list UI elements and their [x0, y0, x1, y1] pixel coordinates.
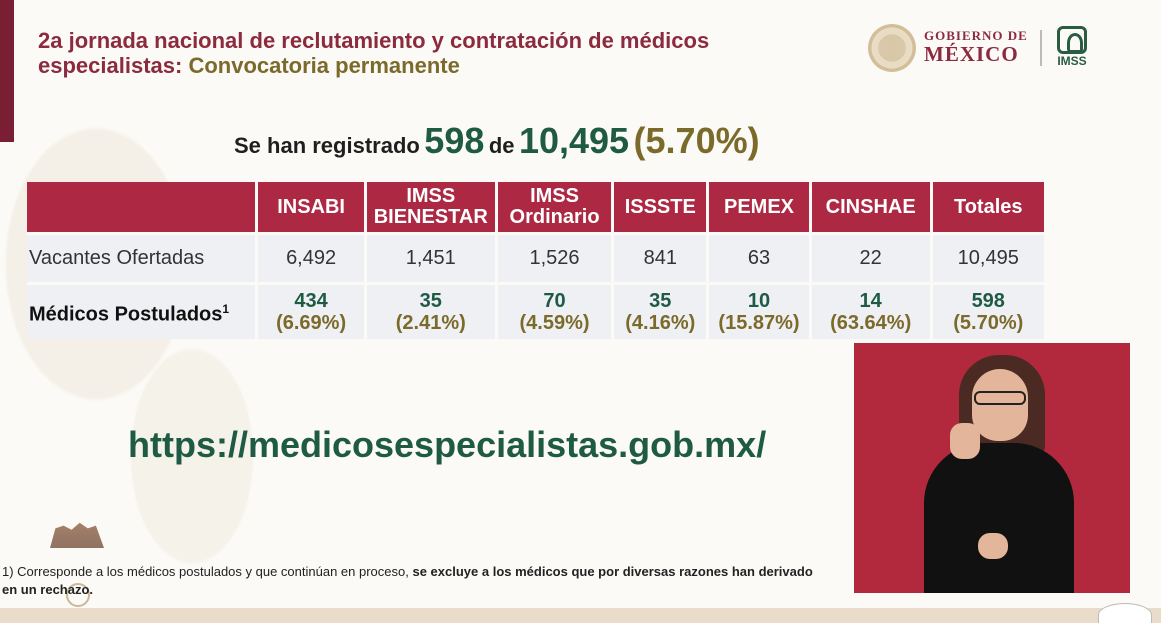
cell-percent: (6.69%): [276, 312, 347, 334]
cell-value: 14 (63.64%): [811, 285, 930, 339]
sign-language-interpreter-video: [854, 343, 1130, 593]
header-blank: [27, 182, 256, 232]
cell-value: 35 (4.16%): [614, 285, 707, 339]
cell-count: 35: [649, 290, 672, 312]
imss-logo-text: IMSS: [1057, 54, 1087, 68]
cell-count: 434: [294, 290, 328, 312]
footnote-normal: 1) Corresponde a los médicos postulados …: [2, 564, 413, 579]
summary-of: de: [488, 133, 515, 158]
national-seal-icon: [868, 24, 916, 72]
hand-icon: [978, 533, 1008, 559]
cell-value: 6,492: [258, 232, 364, 285]
interpreter-body: [924, 443, 1074, 593]
title-line1: 2a jornada nacional de reclutamiento y c…: [38, 28, 710, 53]
header-imss-ordinario: IMSS Ordinario: [497, 182, 612, 232]
cell-count: 14: [859, 290, 882, 312]
summary-total: 10,495: [518, 120, 630, 161]
cell-percent: (4.59%): [519, 312, 590, 334]
title-line2-part1: especialistas:: [38, 53, 189, 78]
header-pemex: PEMEX: [709, 182, 809, 232]
header-issste: ISSSTE: [614, 182, 707, 232]
cell-percent: (15.87%): [718, 312, 800, 334]
footnote: 1) Corresponde a los médicos postulados …: [2, 563, 822, 599]
cell-value: 70 (4.59%): [497, 285, 612, 339]
cell-value: 10,495: [932, 232, 1044, 285]
cell-value: 434 (6.69%): [258, 285, 364, 339]
gob-logo-line1: GOBIERNO DE: [924, 28, 1028, 43]
row-label-postulados-text: Médicos Postulados: [29, 303, 223, 326]
cell-count: 70: [543, 290, 566, 312]
vacancies-table: INSABI IMSS BIENESTAR IMSS Ordinario ISSST…: [24, 182, 1047, 339]
summary-prefix: Se han registrado: [234, 133, 420, 158]
row-label-vacantes: Vacantes Ofertadas: [27, 232, 256, 285]
gob-logo-line2: MÉXICO: [924, 42, 1019, 66]
cell-value: 63: [709, 232, 809, 285]
cell-percent: (4.16%): [625, 312, 696, 334]
cell-value: 1,451: [366, 232, 495, 285]
footnote-marker: 1: [222, 302, 230, 317]
cell-percent: (63.64%): [830, 312, 912, 334]
gobierno-corner-logo-icon: [1098, 603, 1152, 623]
header-imss-bienestar: IMSS BIENESTAR: [366, 182, 495, 232]
cell-percent: (5.70%): [953, 312, 1024, 334]
table-header-row: INSABI IMSS BIENESTAR IMSS Ordinario ISSST…: [27, 182, 1044, 232]
bottom-band: [0, 608, 1161, 623]
table-row: Vacantes Ofertadas 6,492 1,451 1,526 841…: [27, 232, 1044, 285]
hand-icon: [950, 423, 980, 459]
glasses-icon: [974, 391, 1026, 405]
cell-count: 10: [747, 290, 771, 312]
cell-value: 598 (5.70%): [932, 285, 1044, 339]
summary-registered: 598: [424, 120, 485, 161]
row-label-postulados: Médicos Postulados1: [27, 285, 256, 339]
header-totales: Totales: [932, 182, 1044, 232]
seal-icon: [66, 583, 90, 607]
header-cinshae: CINSHAE: [811, 182, 930, 232]
cell-value: 22: [811, 232, 930, 285]
registration-summary: Se han registrado 598 de 10,495 (5.70%): [234, 120, 874, 162]
cell-value: 35 (2.41%): [366, 285, 495, 339]
footnote-bold: se excluye a los médicos que por diversa…: [2, 564, 813, 597]
header-insabi: INSABI: [258, 182, 364, 232]
title-line2-part2: Convocatoria permanente: [188, 53, 460, 78]
page-title: 2a jornada nacional de reclutamiento y c…: [38, 28, 838, 78]
imss-logo: IMSS: [1052, 26, 1092, 70]
side-accent-bar: [0, 0, 14, 142]
gobierno-de-mexico-logo: GOBIERNO DE MÉXICO: [868, 24, 1048, 74]
summary-percent: (5.70%): [633, 120, 760, 161]
cell-value: 1,526: [497, 232, 612, 285]
imss-emblem-icon: [1057, 26, 1087, 54]
cell-count: 35: [419, 290, 442, 312]
table-row: Médicos Postulados1 434 (6.69%) 35 (2.41%)…: [27, 285, 1044, 339]
cell-percent: (2.41%): [395, 312, 466, 334]
cell-value: 10 (15.87%): [709, 285, 809, 339]
website-url: https://medicosespecialistas.gob.mx/: [128, 424, 767, 465]
interpreter-face: [972, 369, 1028, 441]
cell-count: 598: [971, 290, 1005, 312]
logo-divider: [1040, 30, 1042, 66]
cell-value: 841: [614, 232, 707, 285]
